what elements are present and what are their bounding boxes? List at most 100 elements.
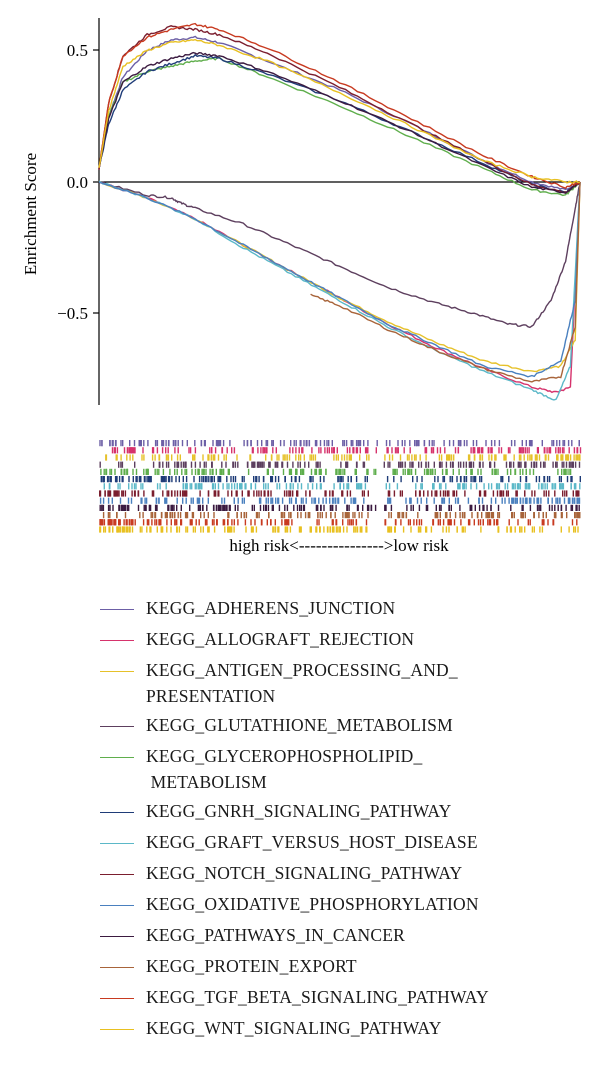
hit-tick [263,483,265,490]
hit-tick [355,440,358,447]
hit-tick [486,512,489,519]
hit-tick [500,476,502,483]
hit-tick [319,476,322,483]
hit-tick [539,526,541,533]
hit-tick [233,497,235,504]
hit-tick [135,476,137,483]
hit-tick [492,490,495,497]
hit-tick [501,497,503,504]
hit-tick [197,468,199,475]
hit-tick [409,497,412,504]
hit-tick [542,461,545,468]
hit-tick [355,519,358,526]
hit-tick [339,483,341,490]
legend-label: KEGG_TGF_BETA_SIGNALING_PATHWAY [146,987,489,1007]
hit-tick [211,483,214,490]
series-line [98,35,581,191]
hit-tick [504,483,506,490]
hit-tick [299,526,301,533]
hit-tick [116,526,119,533]
hit-tick [197,497,199,504]
hit-tick [207,454,209,461]
hit-tick [342,512,344,519]
hit-tick [334,497,336,504]
hit-tick [129,454,131,461]
hit-tick [123,468,125,475]
hit-tick [218,476,220,483]
hit-tick [284,504,286,511]
hit-tick [170,519,172,526]
hit-tick [362,461,364,468]
hit-tick [432,447,434,454]
hit-tick [573,526,575,533]
hit-tick [267,504,270,511]
hit-tick [290,440,292,447]
hit-tick [430,468,432,475]
hit-tick [401,461,404,468]
hit-tick [561,454,564,461]
hit-tick [534,454,537,461]
hit-tick [185,476,188,483]
hit-tick [202,497,204,504]
hit-tick [251,461,253,468]
hit-tick [177,512,179,519]
hit-tick [505,461,508,468]
hit-tick [540,497,542,504]
hit-tick [329,526,332,533]
hit-tick [479,519,482,526]
hit-tick [566,454,568,461]
hit-tick [243,512,246,519]
hit-tick [409,468,411,475]
hit-tick [146,526,148,533]
hit-tick [399,461,401,468]
hit-tick [186,526,189,533]
hit-tick [229,504,231,511]
hit-tick [205,468,207,475]
hit-tick [171,490,173,497]
hit-tick [560,476,562,483]
hit-tick [483,490,486,497]
hit-tick [452,468,454,475]
hit-tick [448,526,450,533]
hit-tick [145,468,147,475]
series-line [98,38,581,184]
hit-tick [347,476,349,483]
hit-tick [114,447,116,454]
hit-tick [128,519,130,526]
hit-tick [483,504,485,511]
hit-tick [132,519,134,526]
hit-tick [421,483,423,490]
hit-tick [506,468,509,475]
hit-tick [297,461,299,468]
hit-tick [447,454,449,461]
hit-tick [517,519,519,526]
hit-tick [427,490,429,497]
hit-tick [408,468,410,475]
hit-tick [331,447,333,454]
hit-tick [176,461,178,468]
hit-tick [197,504,200,511]
hit-tick [302,468,305,475]
hit-tick [533,461,535,468]
hit-tick [554,483,557,490]
hit-tick [316,519,318,526]
hit-tick [149,526,151,533]
hit-tick [337,476,339,483]
y-tick-label-2: −0.5 [57,304,88,323]
hit-tick [265,454,267,461]
hit-tick [571,476,573,483]
legend-swatch [100,998,134,999]
hit-tick [325,490,327,497]
hit-tick [315,468,318,475]
hit-tick [416,476,418,483]
hit-tick [513,454,515,461]
hit-tick [142,483,144,490]
hit-tick [350,454,352,461]
hit-tick [383,461,385,468]
hit-tick [154,468,156,475]
hit-tick [521,512,523,519]
hit-tick [317,504,319,511]
hit-tick [397,512,399,519]
hit-tick [101,504,103,511]
hit-tick [211,447,213,454]
